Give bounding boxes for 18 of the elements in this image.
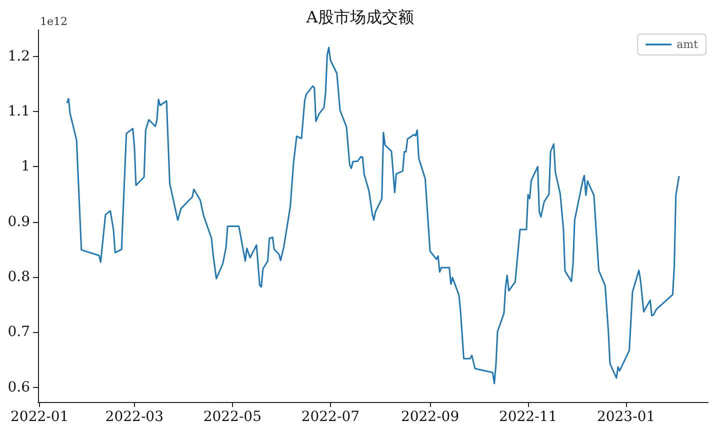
x-tick-label: 2022-09 bbox=[400, 409, 460, 425]
x-tick-label: 2022-05 bbox=[203, 409, 262, 425]
line-series bbox=[66, 46, 680, 384]
legend-label: amt bbox=[676, 38, 699, 51]
x-tick-label: 2022-01 bbox=[10, 409, 69, 425]
x-tick-label: 2022-07 bbox=[301, 409, 360, 425]
y-tick-label: 0.8 bbox=[8, 269, 30, 286]
text: 1e12 bbox=[40, 15, 68, 28]
x-tick-label: 2023-01 bbox=[596, 409, 656, 425]
chart-title: A股市场成交额 bbox=[305, 8, 414, 26]
x-tick-label: 2022-11 bbox=[498, 409, 558, 425]
y-tick-label: 0.6 bbox=[8, 379, 30, 396]
x-tick-label: 2022-03 bbox=[105, 409, 164, 425]
y-tick-label: 0.9 bbox=[8, 214, 30, 230]
y-tick-label: 0.7 bbox=[8, 324, 30, 340]
y-tick-label: 1.2 bbox=[8, 48, 30, 64]
y-tick-label: 1.1 bbox=[8, 103, 30, 120]
y-tick-label: 1 bbox=[21, 158, 30, 175]
